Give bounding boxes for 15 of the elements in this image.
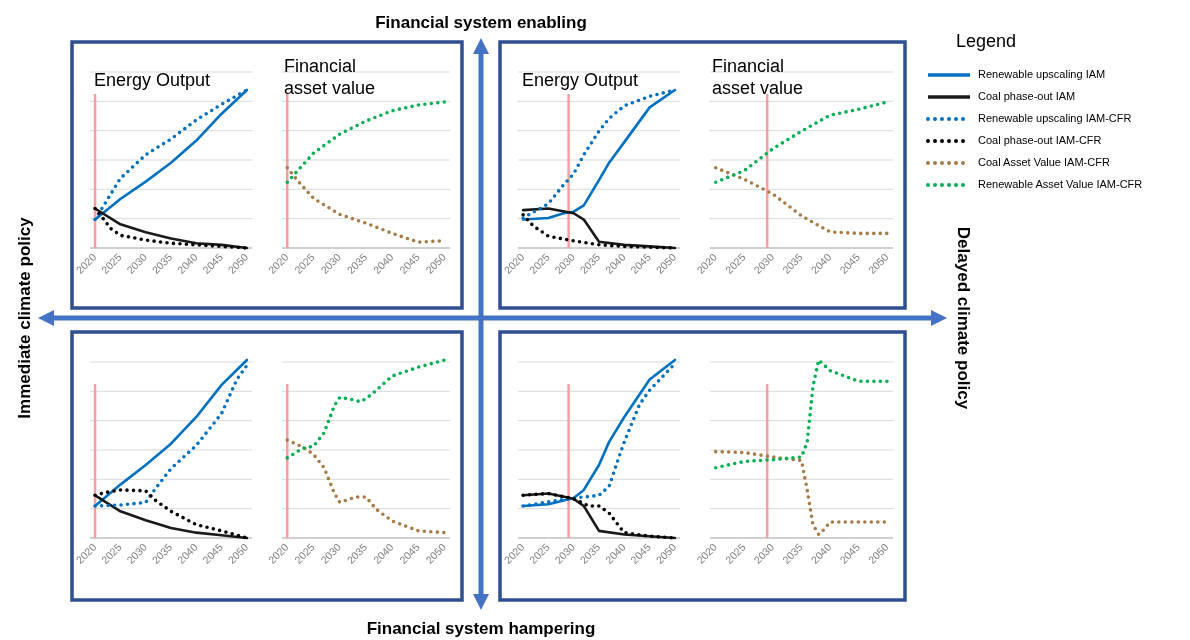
text: Delayed climate policy (953, 226, 973, 410)
legend-title: Legend (956, 30, 1017, 51)
chart-title: Energy Output (94, 70, 211, 90)
legend-label: Renewable upscaling IAM-CFR (978, 111, 1132, 124)
text: Financial system hampering (366, 619, 596, 639)
legend-label: Coal phase-out IAM-CFR (978, 133, 1102, 146)
chart-title: Financial asset value (712, 56, 804, 98)
chart-title: Energy Output (522, 70, 639, 90)
legend-label: Renewable Asset Value IAM-CFR (978, 177, 1143, 190)
text: Financial system enabling (375, 13, 587, 33)
legend-label: Coal Asset Value IAM-CFR (978, 155, 1110, 168)
legend-label: Coal phase-out IAM (978, 89, 1076, 102)
legend-label: Renewable upscaling IAM (978, 67, 1106, 80)
text: Immediate climate policy (15, 216, 35, 419)
chart-title: Financial asset value (284, 56, 376, 98)
